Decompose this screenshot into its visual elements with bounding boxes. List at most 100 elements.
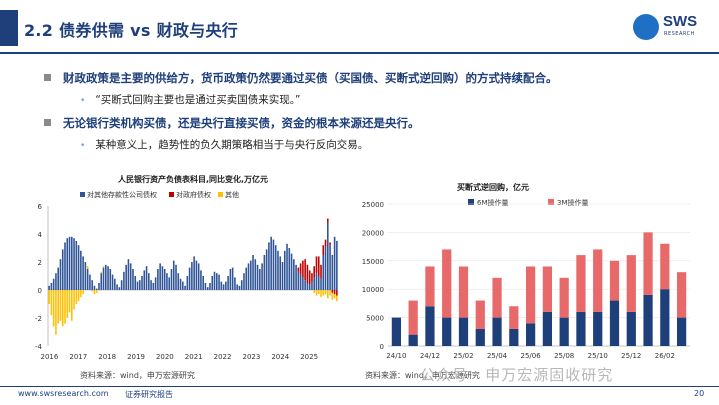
bar-mark <box>329 245 331 290</box>
bar-mark <box>227 276 229 290</box>
x-tick-label: 2016 <box>41 353 59 361</box>
bar-mark <box>317 256 320 276</box>
bar-mark <box>290 253 293 290</box>
bar-segment <box>609 260 620 301</box>
bar-mark <box>123 271 125 290</box>
bar-mark <box>98 283 100 290</box>
legend-swatch <box>548 199 554 205</box>
x-tick-label: 26/02 <box>655 352 675 360</box>
bar-mark <box>68 290 71 313</box>
watermark: 公众号 · 申万宏源固收研究 <box>420 366 614 384</box>
sws-logo: SWS RESEARCH <box>633 12 711 42</box>
bar-segment <box>425 306 435 346</box>
bar-mark <box>89 274 91 290</box>
bar-mark <box>274 245 277 290</box>
bar-mark <box>102 267 105 290</box>
bar-mark <box>73 238 75 290</box>
header-divider <box>0 52 719 54</box>
x-tick-label: 2022 <box>214 353 232 361</box>
bar-segment <box>559 317 569 346</box>
bar-mark <box>283 250 286 290</box>
bar-mark <box>157 269 159 290</box>
bar-mark <box>95 288 98 290</box>
bar-mark <box>136 281 139 290</box>
bar-mark <box>120 280 123 290</box>
bar-mark <box>70 236 73 290</box>
bar-mark <box>114 278 116 290</box>
y-tick-label: 20000 <box>362 229 384 237</box>
bar-mark <box>91 280 93 290</box>
bar-mark <box>317 290 320 295</box>
x-tick-label: 2018 <box>98 353 116 361</box>
bullet-3-text: 无论银行类机构买债，还是央行直接买债，资金的根本来源还是央行。 <box>63 116 420 130</box>
bar-mark <box>172 260 175 290</box>
bar-mark <box>77 290 80 302</box>
bar-segment <box>626 311 636 346</box>
bar-mark <box>195 260 198 290</box>
bar-mark <box>256 264 259 290</box>
bar-mark <box>52 278 55 290</box>
bar-mark <box>166 273 168 290</box>
bar-mark <box>231 267 234 290</box>
bar-mark <box>245 267 248 290</box>
bar-mark <box>202 276 204 290</box>
bar-mark <box>127 259 130 290</box>
square-bullet-icon <box>44 74 51 81</box>
x-tick-label: 25/08 <box>554 352 574 360</box>
bar-mark <box>80 290 82 297</box>
bar-segment <box>425 266 435 307</box>
bar-mark <box>55 290 57 335</box>
footer-website[interactable]: www.swsresearch.com <box>18 389 109 398</box>
legend-label: 对其他存款性公司债权 <box>87 190 157 199</box>
bar-segment <box>542 266 553 312</box>
bar-mark <box>141 276 143 290</box>
x-tick-label: 2025 <box>300 353 318 361</box>
y-tick-label: 0 <box>38 287 42 295</box>
bullet-3: 无论银行类机构买债，还是央行直接买债，资金的根本来源还是央行。 <box>44 115 420 131</box>
bar-segment <box>492 277 502 318</box>
x-tick-label: 2023 <box>243 353 261 361</box>
bar-mark <box>73 290 75 310</box>
bar-mark <box>188 267 191 290</box>
legend-swatch <box>80 192 85 197</box>
bar-mark <box>168 277 171 290</box>
bar-mark <box>322 255 325 290</box>
chart-left-title: 人民银行资产负债表科目,同比变化,万亿元 <box>118 174 268 184</box>
bar-mark <box>80 250 82 290</box>
bar-mark <box>193 256 195 290</box>
bar-mark <box>304 259 306 281</box>
bar-mark <box>191 262 193 290</box>
bar-mark <box>138 280 141 290</box>
bar-mark <box>315 290 318 296</box>
bar-mark <box>243 273 245 290</box>
legend-label: 对政府债权 <box>176 190 211 199</box>
bar-segment <box>442 317 452 346</box>
bar-mark <box>163 269 166 290</box>
bar-mark <box>70 290 73 321</box>
header-accent-bar <box>0 10 18 46</box>
bar-mark <box>186 276 189 290</box>
bar-mark <box>182 281 184 290</box>
bar-segment <box>593 249 603 312</box>
bar-mark <box>254 259 257 290</box>
bar-segment <box>559 277 569 318</box>
bar-mark <box>218 274 220 290</box>
page-title: 2.2 债券供需 vs 财政与央行 <box>24 21 239 40</box>
bar-mark <box>206 287 209 290</box>
legend-label: 6M操作量 <box>477 198 509 207</box>
bar-mark <box>95 290 98 293</box>
bar-mark <box>229 269 232 290</box>
bar-mark <box>311 281 313 290</box>
bar-mark <box>281 262 284 290</box>
bar-mark <box>322 245 325 255</box>
bar-mark <box>152 283 155 290</box>
bar-mark <box>306 283 309 290</box>
bar-segment <box>660 289 670 346</box>
square-bullet-icon <box>44 119 51 126</box>
bar-mark <box>297 267 300 272</box>
x-tick-label: 24/10 <box>386 352 406 360</box>
bar-mark <box>150 280 152 290</box>
bar-mark <box>331 290 334 293</box>
bar-mark <box>299 263 302 275</box>
bar-mark <box>50 290 53 316</box>
